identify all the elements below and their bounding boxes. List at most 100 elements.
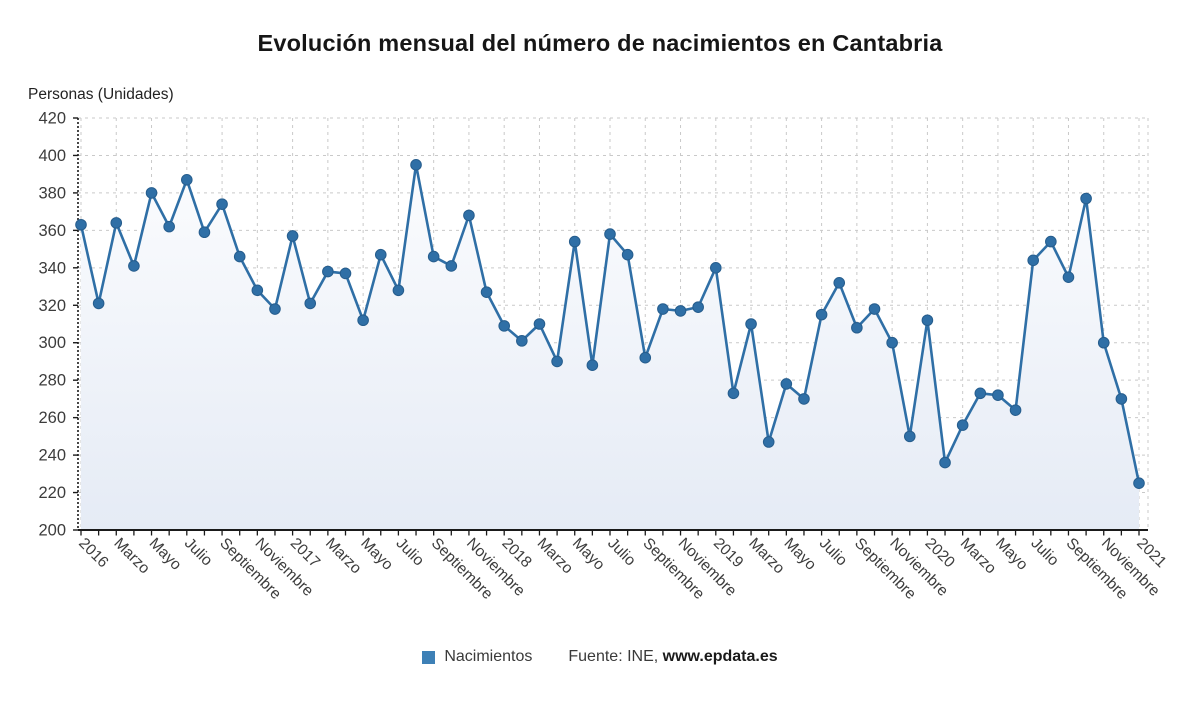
data-point[interactable] (886, 336, 898, 349)
data-point[interactable] (833, 277, 846, 289)
data-point[interactable] (798, 393, 810, 405)
data-point[interactable] (551, 355, 563, 368)
y-axis-label: 260 (38, 409, 66, 427)
data-point[interactable] (163, 220, 175, 233)
data-point[interactable] (780, 378, 793, 390)
data-point[interactable] (463, 209, 475, 222)
data-point[interactable] (251, 284, 264, 297)
data-point[interactable] (128, 260, 140, 272)
x-axis-label: Julio (604, 535, 639, 570)
y-axis-label: 320 (38, 297, 66, 315)
data-point[interactable] (621, 248, 634, 261)
data-point[interactable] (939, 456, 951, 469)
data-point[interactable] (304, 297, 317, 310)
x-axis-label: 2016 (75, 535, 111, 571)
x-axis-label: Marzo (745, 535, 787, 577)
data-point[interactable] (445, 260, 458, 272)
data-point[interactable] (75, 218, 87, 231)
data-point[interactable] (604, 228, 616, 240)
source-prefix: Fuente: INE, (568, 648, 663, 665)
data-point[interactable] (992, 389, 1004, 401)
x-axis-label: Mayo (146, 535, 185, 574)
data-point[interactable] (1062, 271, 1075, 283)
data-point[interactable] (498, 320, 511, 332)
data-point[interactable] (216, 198, 228, 210)
y-axis-label: 300 (38, 334, 66, 352)
y-axis-label: 340 (38, 259, 66, 277)
source-line: Fuente: INE, www.epdata.es (568, 648, 777, 666)
legend-swatch-icon (422, 650, 436, 664)
y-axis-label: 220 (38, 484, 66, 502)
data-point[interactable] (286, 230, 299, 242)
data-point[interactable] (480, 286, 493, 298)
data-point[interactable] (1045, 235, 1057, 248)
data-point[interactable] (533, 318, 546, 330)
data-point[interactable] (1097, 336, 1110, 349)
data-point[interactable] (674, 305, 687, 317)
legend-item-nacimientos[interactable]: Nacimientos (422, 648, 532, 666)
x-axis-label: Mayo (357, 535, 396, 574)
data-point[interactable] (427, 250, 440, 263)
data-point[interactable] (692, 301, 704, 313)
x-axis-label: Julio (1027, 535, 1062, 570)
data-point[interactable] (1115, 393, 1128, 405)
data-point[interactable] (762, 436, 775, 448)
data-point[interactable] (392, 284, 405, 297)
data-point[interactable] (568, 235, 581, 248)
x-axis-label: Marzo (534, 535, 576, 577)
data-point[interactable] (92, 297, 105, 310)
data-point[interactable] (269, 303, 281, 315)
data-point[interactable] (974, 387, 987, 400)
data-point[interactable] (374, 248, 387, 261)
x-axis-label: Julio (816, 535, 851, 570)
data-point[interactable] (198, 226, 211, 239)
data-point[interactable] (1080, 192, 1092, 205)
x-axis-label: Marzo (110, 535, 152, 577)
y-axis-label: 280 (38, 372, 66, 390)
data-point[interactable] (233, 250, 246, 263)
data-point[interactable] (410, 159, 422, 171)
data-point[interactable] (657, 303, 669, 315)
x-axis-label: Mayo (781, 535, 820, 574)
data-point[interactable] (815, 308, 828, 321)
x-axis-label: Mayo (569, 535, 608, 574)
data-point[interactable] (1133, 477, 1145, 489)
y-axis-label: 400 (38, 147, 66, 165)
data-point[interactable] (322, 265, 334, 278)
data-point[interactable] (357, 314, 369, 327)
x-axis-label: Julio (181, 535, 216, 570)
y-axis-label: 200 (38, 522, 66, 540)
y-axis-label: 240 (38, 447, 66, 465)
y-axis-label: 380 (38, 184, 66, 202)
data-point[interactable] (110, 217, 123, 229)
x-axis-label: Mayo (992, 535, 1031, 574)
data-point[interactable] (921, 314, 934, 327)
source-link[interactable]: www.epdata.es (662, 648, 778, 665)
x-axis-label: Julio (393, 535, 428, 570)
data-point[interactable] (1027, 254, 1039, 267)
data-point[interactable] (339, 267, 352, 280)
legend-label: Nacimientos (444, 648, 533, 665)
data-point[interactable] (851, 321, 863, 334)
legend-row: Nacimientos Fuente: INE, www.epdata.es (0, 648, 1200, 666)
x-axis-label: Marzo (322, 535, 364, 577)
data-point[interactable] (956, 419, 969, 431)
data-point[interactable] (868, 303, 881, 315)
data-point[interactable] (903, 430, 916, 443)
y-axis-label: 420 (38, 110, 66, 128)
data-point[interactable] (145, 187, 158, 199)
data-point[interactable] (1009, 404, 1022, 416)
data-point[interactable] (516, 335, 528, 347)
data-point[interactable] (745, 318, 757, 330)
data-point[interactable] (710, 262, 722, 274)
series-area (81, 164, 1139, 530)
data-point[interactable] (639, 351, 652, 364)
data-point[interactable] (586, 359, 599, 372)
x-axis-label: Marzo (957, 535, 999, 577)
y-axis-title: Personas (Unidades) (28, 86, 174, 103)
data-point[interactable] (727, 387, 740, 400)
chart-title: Evolución mensual del número de nacimien… (257, 30, 943, 56)
data-point[interactable] (181, 174, 193, 186)
